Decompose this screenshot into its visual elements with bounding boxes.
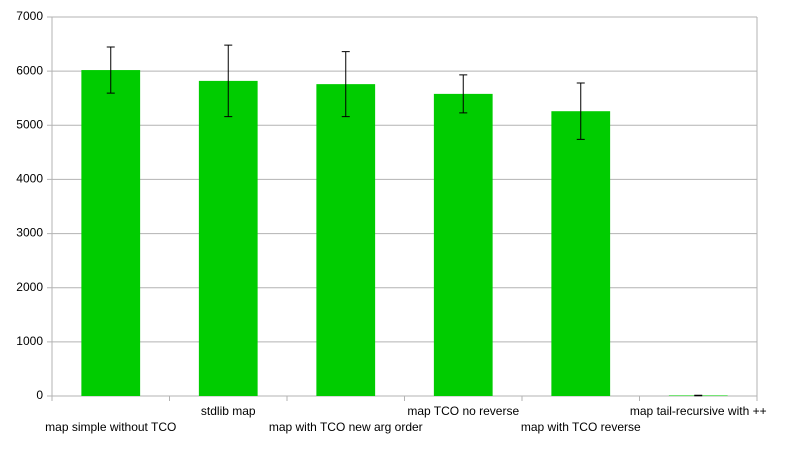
y-tick-label: 3000 (16, 226, 43, 240)
y-tick-label: 5000 (16, 117, 43, 131)
y-tick-label: 1000 (16, 334, 43, 348)
y-tick-label: 6000 (16, 63, 43, 77)
bar (198, 80, 258, 396)
x-tick-label: map with TCO reverse (521, 420, 641, 434)
bar (81, 70, 141, 396)
x-tick-label: map with TCO new arg order (269, 420, 423, 434)
x-tick-label: stdlib map (201, 404, 256, 418)
y-tick-label: 2000 (16, 280, 43, 294)
bar (433, 93, 493, 396)
error-bar (694, 394, 703, 397)
x-tick-label: map TCO no reverse (407, 404, 519, 418)
error-bar (106, 46, 115, 94)
error-bar (459, 74, 468, 114)
bar (316, 84, 376, 396)
x-tick-label: map tail-recursive with ++ (630, 404, 767, 418)
error-bar (224, 44, 233, 118)
x-tick-label: map simple without TCO (45, 420, 176, 434)
bar (551, 111, 611, 397)
error-bar (576, 82, 585, 140)
y-tick-label: 0 (36, 388, 43, 402)
error-bar (341, 51, 350, 118)
y-tick-label: 4000 (16, 172, 43, 186)
y-tick-label: 7000 (16, 9, 43, 23)
